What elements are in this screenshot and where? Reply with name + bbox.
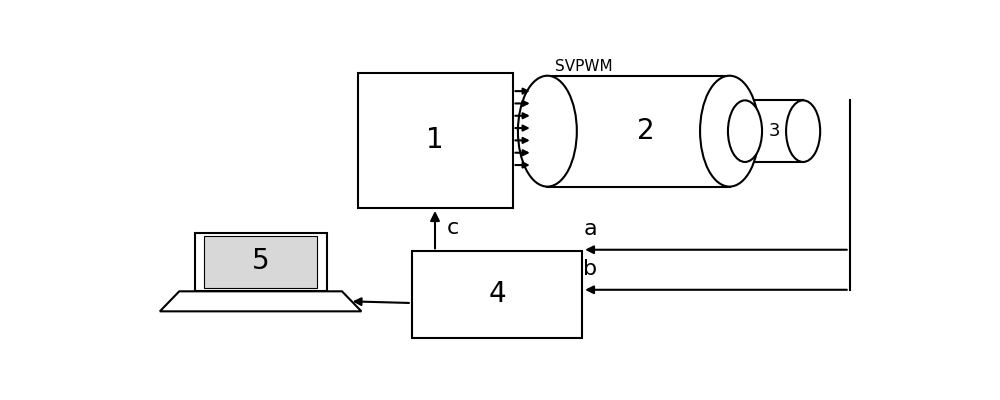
- Bar: [745, 100, 803, 162]
- Ellipse shape: [518, 76, 577, 186]
- Text: 2: 2: [637, 117, 655, 145]
- Bar: [358, 73, 512, 208]
- Polygon shape: [195, 233, 326, 291]
- Text: a: a: [583, 219, 597, 239]
- Ellipse shape: [786, 100, 820, 162]
- Polygon shape: [204, 236, 317, 288]
- Polygon shape: [160, 291, 361, 311]
- Text: 1: 1: [426, 126, 444, 154]
- Ellipse shape: [728, 100, 762, 162]
- Text: b: b: [583, 259, 597, 279]
- Text: c: c: [447, 218, 459, 238]
- Text: SVPWM: SVPWM: [555, 59, 613, 74]
- Text: 4: 4: [488, 280, 506, 308]
- Bar: [412, 251, 582, 338]
- Text: 5: 5: [252, 246, 269, 274]
- Ellipse shape: [700, 76, 759, 186]
- Bar: [547, 76, 730, 186]
- Text: 3: 3: [768, 122, 780, 140]
